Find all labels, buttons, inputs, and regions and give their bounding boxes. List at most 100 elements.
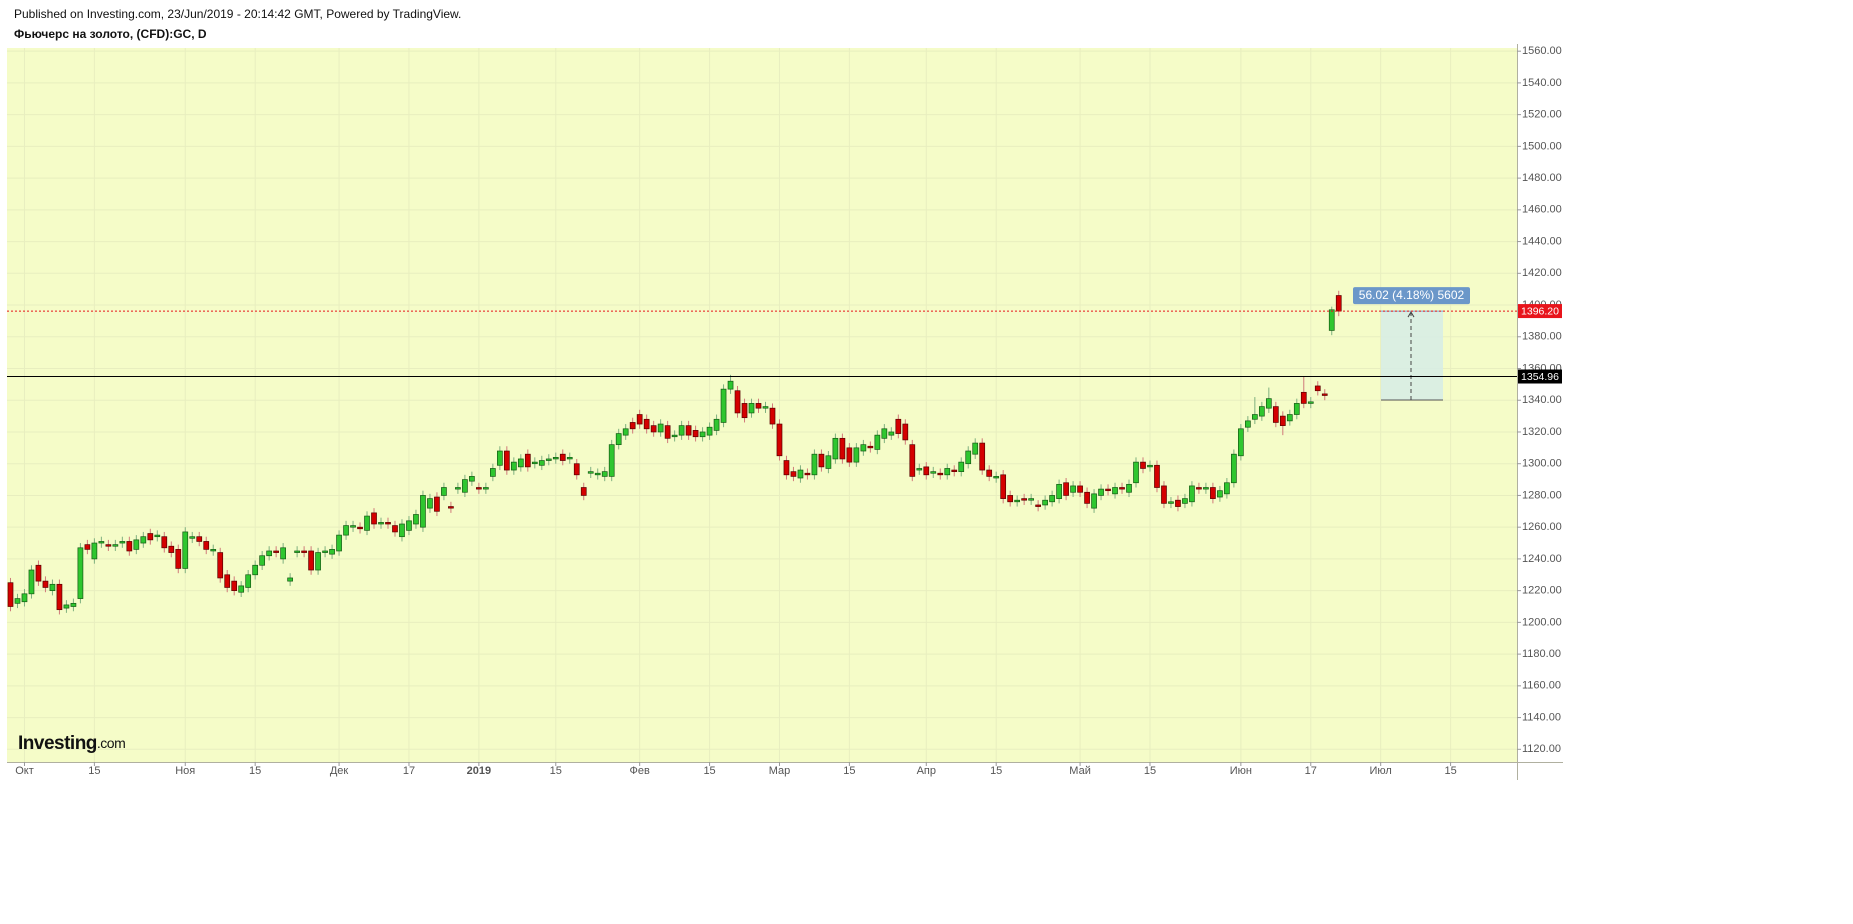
- candle-body: [469, 476, 475, 482]
- candle-body: [112, 544, 119, 547]
- candle-body: [476, 487, 482, 490]
- candle-body: [294, 550, 300, 553]
- candle-body: [98, 541, 105, 544]
- candle-body: [657, 423, 664, 433]
- candle-body: [1056, 483, 1062, 499]
- candle-body: [7, 582, 14, 607]
- candle-body: [881, 428, 888, 439]
- y-tick-label: 1160.00: [1522, 680, 1561, 692]
- candle-body: [322, 550, 328, 553]
- candle-body: [531, 461, 538, 465]
- x-tick-label: Фев: [629, 765, 649, 777]
- candle-body: [937, 472, 944, 476]
- candle-body: [1335, 295, 1342, 312]
- candle-body: [797, 469, 804, 479]
- candle-body: [1251, 414, 1258, 420]
- candle-body: [336, 534, 342, 552]
- candle-body: [1042, 499, 1048, 506]
- y-tick-label: 1520.00: [1522, 109, 1562, 121]
- candle-body: [636, 414, 643, 425]
- candle-body: [1084, 491, 1090, 504]
- candle-body: [748, 403, 755, 414]
- candle-body: [552, 457, 559, 460]
- x-tick-label: 2019: [467, 765, 491, 777]
- candle-body: [1238, 428, 1244, 457]
- candle-body: [455, 487, 461, 490]
- candle-body: [329, 549, 335, 555]
- x-tick-label: Дек: [330, 765, 349, 777]
- candle-body: [1272, 406, 1279, 423]
- candle-body: [1307, 401, 1314, 404]
- candle-body: [601, 471, 608, 477]
- candle-body: [720, 388, 727, 423]
- candle-body: [496, 450, 503, 466]
- y-tick-label: 1220.00: [1522, 585, 1562, 597]
- candle-body: [1070, 485, 1076, 493]
- candle-body: [1182, 498, 1188, 504]
- candle-body: [1035, 504, 1041, 507]
- candle-body: [28, 569, 35, 595]
- overlay: 56.02 (4.18%) 5602: [7, 287, 1517, 401]
- candle-body: [1119, 487, 1125, 490]
- candle-body: [580, 487, 587, 496]
- candle-body: [1147, 464, 1153, 468]
- candle-body: [1000, 474, 1007, 499]
- y-tick-label: 1340.00: [1522, 394, 1562, 406]
- candle-body: [1328, 309, 1335, 331]
- candle-body: [832, 437, 839, 460]
- candle-body: [671, 434, 678, 438]
- candle-body: [1133, 461, 1139, 484]
- candle-body: [573, 463, 580, 476]
- candle-body: [140, 536, 147, 544]
- candle-body: [273, 550, 279, 553]
- candle-body: [1098, 488, 1104, 496]
- y-tick-label: 1480.00: [1522, 172, 1562, 184]
- candle-body: [902, 423, 909, 441]
- x-tick-label: 17: [403, 765, 415, 777]
- candle-body: [399, 523, 405, 538]
- y-tick-label: 1320.00: [1522, 426, 1562, 438]
- y-tick-label: 1500.00: [1522, 140, 1562, 152]
- candle-body: [1314, 385, 1321, 392]
- candle-body: [1063, 482, 1069, 496]
- candle-body: [1286, 414, 1293, 422]
- y-tick-label: 1120.00: [1522, 743, 1561, 755]
- x-tick-label: Мар: [769, 765, 791, 777]
- y-tick-label: 1460.00: [1522, 204, 1562, 216]
- candle-body: [315, 552, 321, 571]
- candle-body: [986, 469, 993, 477]
- candle-body: [63, 604, 70, 609]
- measure-box: [1381, 311, 1443, 400]
- candle-body: [1293, 403, 1300, 415]
- candle-body: [888, 431, 895, 436]
- candle-body: [378, 522, 384, 525]
- candle-body: [105, 544, 112, 547]
- candle-body: [951, 469, 958, 472]
- measure-label-box: [1353, 287, 1470, 305]
- price-tag-label: 1354.96: [1521, 371, 1559, 383]
- y-tick-label: 1420.00: [1522, 267, 1562, 279]
- candle-body: [993, 476, 1000, 479]
- y-tick-label: 1180.00: [1522, 648, 1561, 660]
- candle-body: [266, 550, 273, 557]
- candle-body: [91, 542, 98, 560]
- x-tick-label: Апр: [917, 765, 936, 777]
- candle-body: [301, 550, 307, 553]
- y-tick-label: 1260.00: [1522, 521, 1562, 533]
- candle-body: [741, 403, 748, 419]
- candle-body: [909, 444, 916, 477]
- x-tick-label: 15: [1444, 765, 1456, 777]
- candle-body: [1021, 498, 1028, 501]
- candle-body: [1014, 499, 1021, 503]
- candle-body: [692, 430, 699, 438]
- candle-body: [49, 583, 56, 591]
- candle-body: [434, 496, 440, 512]
- candle-body: [1140, 461, 1146, 469]
- candle-body: [1217, 490, 1223, 498]
- x-tick-label: 17: [1305, 765, 1317, 777]
- candle-body: [175, 549, 182, 569]
- candle-body: [119, 541, 126, 544]
- logo-name: Investing: [18, 733, 97, 754]
- candle-body: [154, 534, 161, 538]
